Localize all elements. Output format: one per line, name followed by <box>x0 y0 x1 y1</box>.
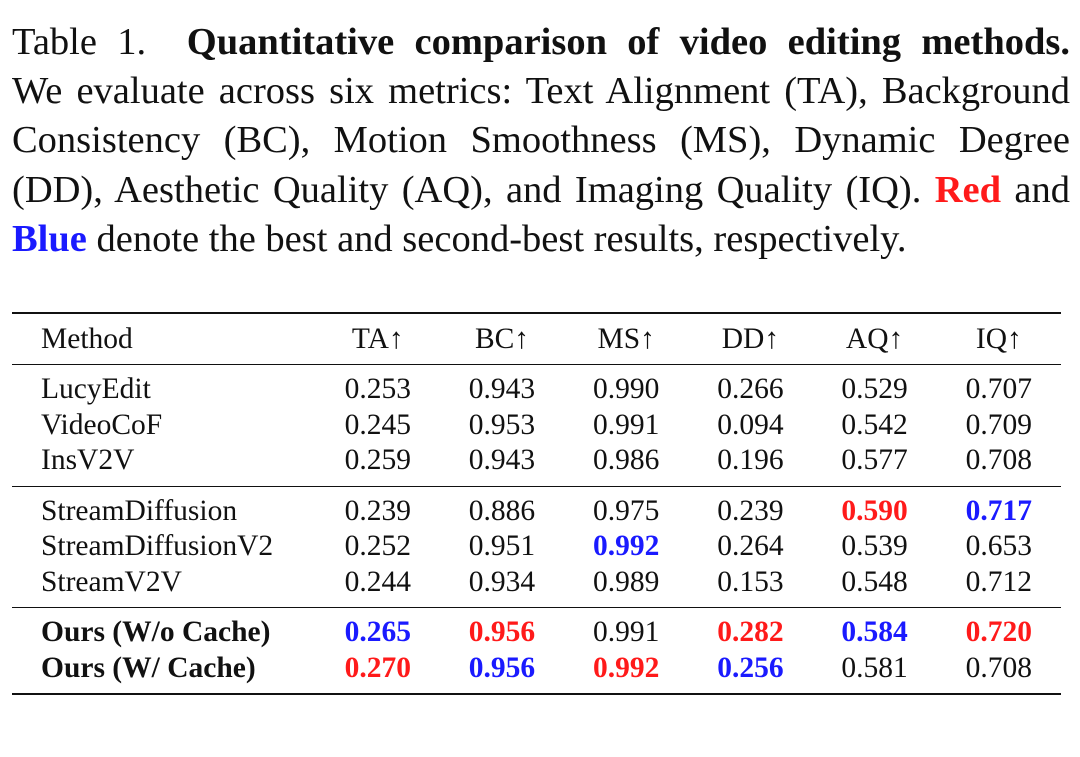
metric-cell-ms: 0.986 <box>593 444 660 477</box>
metric-cell-dd: 0.264 <box>717 530 784 563</box>
metric-cell-ta: 0.239 <box>344 494 411 527</box>
method-name-cell: StreamDiffusionV2 <box>41 530 274 563</box>
caption-line-5: Blue denote the best and second-best res… <box>12 215 1070 264</box>
caption-line-5-text: denote the best and second-best results,… <box>96 217 907 260</box>
table-row: Ours (W/ Cache) 0.270 0.956 0.992 0.256 0.581… <box>12 651 1061 695</box>
metric-cell-ms: 0.991 <box>593 408 660 441</box>
header-dd: DD↑ <box>721 322 780 355</box>
metric-cell-bc: 0.956 <box>468 616 536 649</box>
caption-label: Table 1. <box>12 21 147 63</box>
metric-cell-aq: 0.539 <box>841 530 908 563</box>
metric-cell-ms: 0.989 <box>593 565 660 598</box>
metric-cell-bc: 0.943 <box>468 373 536 406</box>
table-row: StreamV2V 0.244 0.934 0.989 0.153 0.548 0.712 <box>12 565 1061 608</box>
caption-red-word: Red <box>934 168 1002 211</box>
metric-cell-dd: 0.153 <box>717 565 784 598</box>
caption-line-1: Table 1. Quantitative comparison of vide… <box>12 18 1070 67</box>
metric-cell-bc: 0.886 <box>468 494 536 527</box>
metric-cell-iq: 0.712 <box>965 565 1033 598</box>
method-name-cell: LucyEdit <box>41 373 151 406</box>
metric-cell-aq: 0.529 <box>841 373 908 406</box>
metric-cell-iq: 0.653 <box>965 530 1033 563</box>
table-group-streaming: StreamDiffusion 0.239 0.886 0.975 0.239 0.590… <box>12 486 1061 608</box>
table-group-baselines: LucyEdit 0.253 0.943 0.990 0.266 0.529 0.707 Vi… <box>12 365 1061 486</box>
metric-cell-ta: 0.252 <box>344 530 411 563</box>
method-name-cell: VideoCoF <box>41 408 163 441</box>
metric-cell-iq: 0.708 <box>965 651 1033 684</box>
metric-cell-ta: 0.265 <box>344 616 411 649</box>
metric-cell-ta: 0.244 <box>344 565 411 598</box>
metric-cell-iq: 0.709 <box>965 408 1033 441</box>
header-row: Method TA↑ BC↑ MS↑ DD↑ AQ↑ IQ↑ <box>12 313 1061 365</box>
metric-cell-dd: 0.094 <box>717 408 784 441</box>
caption-line-4-and: and <box>1014 168 1071 211</box>
metric-cell-dd: 0.239 <box>717 494 784 527</box>
header-aq: AQ↑ <box>845 322 904 355</box>
caption-blue-word: Blue <box>12 217 87 260</box>
header-ms: MS↑ <box>597 322 655 355</box>
metric-cell-aq: 0.577 <box>841 444 908 477</box>
caption-line-2: We evaluate across six metrics: Text Ali… <box>12 70 1070 113</box>
metric-cell-aq: 0.542 <box>841 408 908 441</box>
table-row: LucyEdit 0.253 0.943 0.990 0.266 0.529 0.707 <box>12 365 1061 408</box>
metric-cell-ms: 0.991 <box>593 616 660 649</box>
metric-cell-dd: 0.282 <box>717 616 784 649</box>
caption-title: Quantitative comparison of video editing… <box>186 21 1071 63</box>
method-name-cell: StreamDiffusion <box>41 494 238 527</box>
metric-cell-ms: 0.992 <box>593 530 660 563</box>
metric-cell-ta: 0.259 <box>344 444 411 477</box>
table-row: StreamDiffusionV2 0.252 0.951 0.992 0.264 0.5… <box>12 529 1061 565</box>
header-ta: TA↑ <box>351 322 404 355</box>
metric-cell-aq: 0.581 <box>841 651 908 684</box>
results-table: Method TA↑ BC↑ MS↑ DD↑ AQ↑ IQ↑ LucyEdit 0… <box>12 312 1061 695</box>
method-name-cell: Ours (W/ Cache) <box>41 651 256 684</box>
header-method: Method <box>41 322 133 355</box>
metric-cell-ms: 0.975 <box>593 494 660 527</box>
metric-cell-bc: 0.943 <box>468 444 536 477</box>
metric-cell-aq: 0.590 <box>841 494 908 527</box>
metric-cell-ta: 0.270 <box>344 651 411 684</box>
header-bc: BC↑ <box>474 322 530 355</box>
metric-cell-aq: 0.584 <box>841 616 908 649</box>
caption-line-4: (DD), Aesthetic Quality (AQ), and Imagin… <box>12 166 1070 215</box>
table-group-ours: Ours (W/o Cache) 0.265 0.956 0.991 0.282 0.58… <box>12 608 1061 695</box>
metric-cell-bc: 0.951 <box>468 530 536 563</box>
table-row: InsV2V 0.259 0.943 0.986 0.196 0.577 0.708 <box>12 443 1061 486</box>
metric-cell-bc: 0.953 <box>468 408 536 441</box>
caption-line-3: Consistency (BC), Motion Smoothness (MS)… <box>12 119 1070 162</box>
metric-cell-iq: 0.708 <box>965 444 1033 477</box>
table-caption: Table 1. Quantitative comparison of vide… <box>12 18 1070 264</box>
method-name-cell: StreamV2V <box>41 565 182 598</box>
metric-cell-bc: 0.934 <box>468 565 536 598</box>
table-row: VideoCoF 0.245 0.953 0.991 0.094 0.542 0.709 <box>12 408 1061 444</box>
metric-cell-ms: 0.990 <box>593 373 660 406</box>
metric-cell-iq: 0.720 <box>965 616 1033 649</box>
metric-cell-dd: 0.256 <box>717 651 784 684</box>
metric-cell-ta: 0.253 <box>344 373 411 406</box>
metric-cell-ms: 0.992 <box>593 651 660 684</box>
metric-cell-ta: 0.245 <box>344 408 411 441</box>
metric-cell-dd: 0.266 <box>717 373 784 406</box>
method-name-cell: Ours (W/o Cache) <box>41 616 271 649</box>
header-iq: IQ↑ <box>975 322 1022 355</box>
caption-line-4-text: (DD), Aesthetic Quality (AQ), and Imagin… <box>12 168 922 211</box>
metric-cell-aq: 0.548 <box>841 565 908 598</box>
metric-cell-iq: 0.717 <box>965 494 1033 527</box>
metric-cell-dd: 0.196 <box>717 444 784 477</box>
metric-cell-bc: 0.956 <box>468 651 536 684</box>
method-name-cell: InsV2V <box>41 444 135 477</box>
table-header: Method TA↑ BC↑ MS↑ DD↑ AQ↑ IQ↑ <box>12 313 1061 365</box>
metric-cell-iq: 0.707 <box>965 373 1033 406</box>
table-row: StreamDiffusion 0.239 0.886 0.975 0.239 0.590… <box>12 486 1061 529</box>
table-row: Ours (W/o Cache) 0.265 0.956 0.991 0.282 0.58… <box>12 608 1061 651</box>
